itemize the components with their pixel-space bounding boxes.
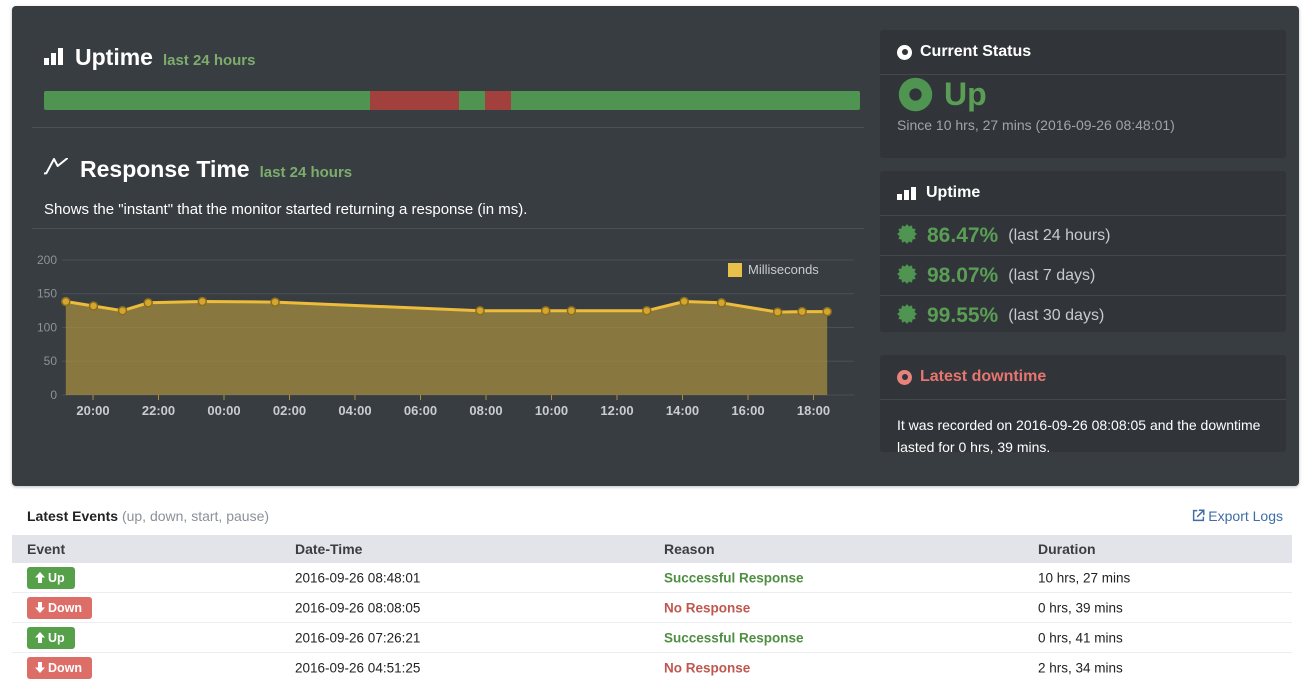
svg-text:100: 100 <box>37 321 57 335</box>
svg-text:12:00: 12:00 <box>600 403 633 416</box>
svg-text:10:00: 10:00 <box>535 403 568 416</box>
svg-text:08:00: 08:00 <box>469 403 502 416</box>
svg-text:00:00: 00:00 <box>207 403 240 416</box>
svg-text:150: 150 <box>37 287 57 301</box>
svg-text:18:00: 18:00 <box>797 403 830 416</box>
svg-text:14:00: 14:00 <box>666 403 699 416</box>
svg-text:04:00: 04:00 <box>338 403 371 416</box>
svg-text:02:00: 02:00 <box>273 403 306 416</box>
svg-text:06:00: 06:00 <box>404 403 437 416</box>
svg-text:50: 50 <box>44 354 58 368</box>
svg-text:22:00: 22:00 <box>142 403 175 416</box>
svg-text:200: 200 <box>37 253 57 267</box>
svg-text:20:00: 20:00 <box>76 403 109 416</box>
svg-text:0: 0 <box>50 388 57 402</box>
svg-text:16:00: 16:00 <box>731 403 764 416</box>
